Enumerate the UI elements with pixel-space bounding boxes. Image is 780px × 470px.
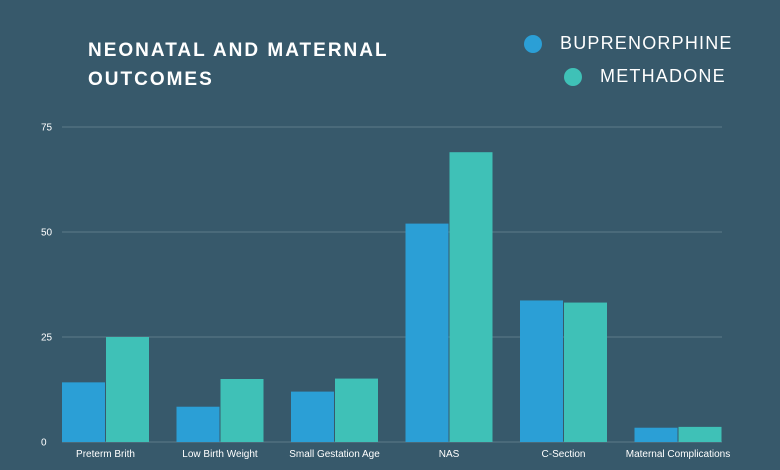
x-tick-label-0: Preterm Brith bbox=[76, 449, 135, 460]
x-tick-label-3: NAS bbox=[439, 449, 460, 460]
legend: BUPRENORPHINE METHADONE bbox=[524, 27, 733, 93]
x-tick-label-1: Low Birth Weight bbox=[182, 449, 258, 460]
bar-methadone-1 bbox=[220, 379, 264, 442]
bar-methadone-0 bbox=[106, 337, 149, 442]
x-tick-label-5: Maternal Complications bbox=[626, 449, 731, 460]
bar-methadone-5 bbox=[678, 426, 722, 442]
y-tick-label-75: 75 bbox=[41, 123, 53, 134]
legend-label-buprenorphine: BUPRENORPHINE bbox=[560, 33, 733, 53]
bar-buprenorphine-2 bbox=[291, 391, 334, 442]
legend-dot-methadone-icon bbox=[564, 67, 582, 86]
bar-methadone-3 bbox=[449, 152, 493, 442]
legend-item-buprenorphine: BUPRENORPHINE bbox=[524, 27, 733, 60]
legend-dot-buprenorphine-icon bbox=[524, 34, 542, 53]
x-tick-label-2: Small Gestation Age bbox=[289, 449, 380, 460]
bar-buprenorphine-0 bbox=[62, 382, 105, 442]
legend-item-methadone: METHADONE bbox=[524, 60, 733, 93]
bar-buprenorphine-5 bbox=[634, 427, 678, 442]
y-tick-label-0: 0 bbox=[41, 438, 47, 449]
bar-buprenorphine-1 bbox=[176, 406, 220, 442]
y-tick-label-25: 25 bbox=[41, 333, 53, 344]
bar-buprenorphine-4 bbox=[520, 300, 563, 442]
legend-label-methadone: METHADONE bbox=[600, 66, 726, 86]
y-tick-label-50: 50 bbox=[41, 228, 53, 239]
bar-methadone-4 bbox=[564, 302, 607, 442]
bar-buprenorphine-3 bbox=[405, 223, 449, 442]
x-tick-label-4: C-Section bbox=[542, 449, 586, 460]
bar-methadone-2 bbox=[335, 378, 378, 442]
chart-title: NEONATAL AND MATERNAL OUTCOMES bbox=[88, 40, 389, 90]
